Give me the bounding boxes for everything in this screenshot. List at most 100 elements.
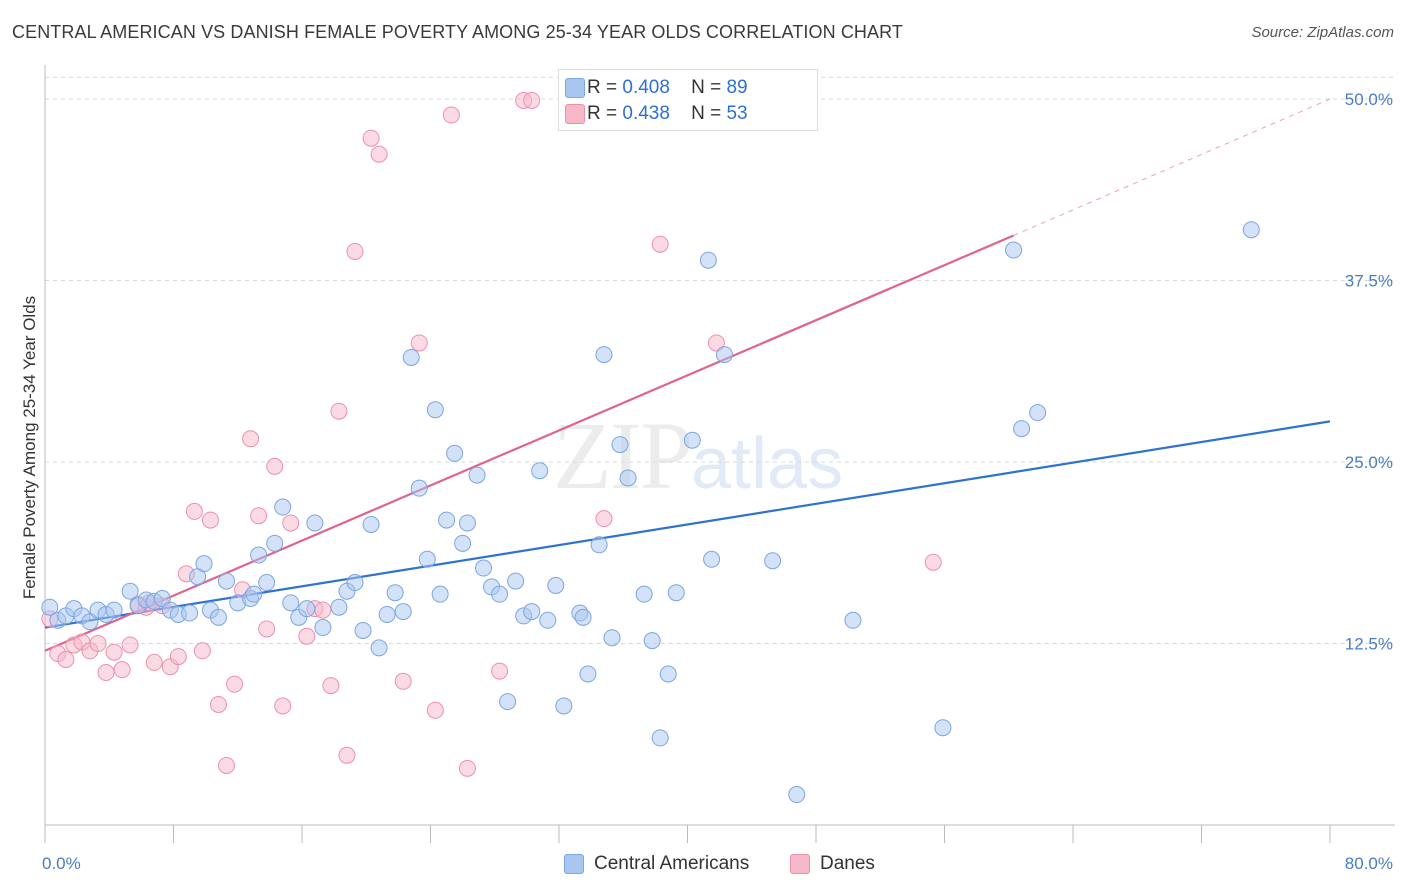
data-point-central-americans (306, 514, 324, 532)
data-point-central-americans (475, 559, 493, 577)
legend-n-value: 89 (726, 77, 748, 98)
data-point-central-americans (547, 576, 565, 594)
data-point-central-americans (418, 550, 436, 568)
data-point-central-americans (643, 632, 661, 650)
data-point-central-americans (703, 550, 721, 568)
bottom-legend-swatch-danes (790, 854, 810, 874)
data-point-danes (595, 510, 613, 528)
data-point-danes (426, 701, 444, 719)
legend-swatch-central-americans (565, 78, 585, 98)
legend-swatch-danes (565, 104, 585, 124)
y-tick-label: 37.5% (1345, 272, 1393, 291)
data-point-danes (394, 672, 412, 690)
legend-n-value: 53 (726, 103, 748, 124)
data-point-danes (346, 242, 364, 260)
data-point-central-americans (370, 639, 388, 657)
data-point-danes (458, 759, 476, 777)
data-point-central-americans (282, 594, 300, 612)
legend-r-label: R = (587, 103, 618, 124)
data-point-central-americans (619, 469, 637, 487)
data-point-central-americans (41, 598, 59, 616)
data-point-danes (169, 648, 187, 666)
data-point-danes (258, 620, 276, 638)
data-point-central-americans (667, 584, 685, 602)
data-point-danes (193, 642, 211, 660)
data-point-danes (105, 643, 123, 661)
data-point-danes (491, 662, 509, 680)
data-point-danes (242, 430, 260, 448)
data-point-danes (282, 514, 300, 532)
legend-row-central-americans: R = 0.408 N = 89 (565, 76, 748, 100)
data-point-central-americans (764, 552, 782, 570)
data-point-danes (266, 457, 284, 475)
data-point-central-americans (362, 515, 380, 533)
data-point-central-americans (1013, 420, 1031, 438)
data-point-central-americans (531, 462, 549, 480)
data-point-central-americans (603, 629, 621, 647)
data-point-danes (97, 664, 115, 682)
axis-layer (44, 65, 1395, 843)
x-tick-label: 0.0% (42, 854, 81, 873)
data-point-danes (322, 677, 340, 695)
data-point-central-americans (121, 582, 139, 600)
data-point-central-americans (209, 608, 227, 626)
data-point-danes (209, 695, 227, 713)
legend-r-value: 0.408 (622, 77, 670, 98)
data-point-danes (362, 129, 380, 147)
data-point-central-americans (699, 251, 717, 269)
data-point-central-americans (1242, 221, 1260, 239)
data-point-danes (185, 502, 203, 520)
data-point-central-americans (635, 585, 653, 603)
data-point-central-americans (426, 401, 444, 419)
data-point-central-americans (555, 697, 573, 715)
data-point-central-americans (386, 584, 404, 602)
label-layer: 12.5% 25.0% 37.5% 50.0% 0.0% 80.0% Female Pove… (20, 90, 1393, 873)
data-point-danes (121, 636, 139, 654)
data-point-danes (330, 402, 348, 420)
data-point-central-americans (105, 601, 123, 619)
data-point-danes (57, 650, 75, 668)
data-point-central-americans (611, 436, 629, 454)
data-point-danes (201, 511, 219, 529)
data-point-central-americans (844, 611, 862, 629)
data-point-danes (298, 627, 316, 645)
y-tick-label: 50.0% (1345, 90, 1393, 109)
legend-n-label: N = (691, 77, 722, 98)
data-point-central-americans (354, 621, 372, 639)
legend-n-label: N = (691, 103, 722, 124)
data-point-central-americans (458, 514, 476, 532)
bottom-legend-label-central-americans: Central Americans (594, 853, 750, 874)
data-point-central-americans (934, 719, 952, 737)
trend-line-danes-extension (1013, 98, 1331, 236)
bottom-legend-swatch-central-americans (564, 854, 584, 874)
data-point-danes (113, 661, 131, 679)
data-point-central-americans (250, 546, 268, 564)
legend-r-value: 0.438 (622, 103, 670, 124)
data-point-central-americans (579, 665, 597, 683)
data-point-central-americans (499, 693, 517, 711)
data-point-central-americans (258, 574, 276, 592)
watermark-atlas: atlas (691, 424, 844, 504)
data-point-central-americans (590, 536, 608, 554)
data-point-danes (338, 746, 356, 764)
watermark: ZIPatlas (553, 400, 843, 511)
y-tick-label: 12.5% (1345, 635, 1393, 654)
bottom-legend-label-danes: Danes (820, 853, 875, 874)
data-point-central-americans (330, 598, 348, 616)
data-point-danes (442, 106, 460, 124)
data-point-central-americans (651, 729, 669, 747)
data-point-central-americans (468, 466, 486, 484)
data-point-danes (250, 507, 268, 525)
source-label: Source: ZipAtlas.com (1251, 24, 1394, 41)
data-point-danes (218, 756, 236, 774)
data-point-central-americans (454, 534, 472, 552)
data-point-central-americans (431, 585, 449, 603)
watermark-zip: ZIP (553, 402, 693, 509)
data-point-central-americans (715, 346, 733, 364)
data-point-danes (651, 235, 669, 253)
data-point-central-americans (314, 619, 332, 637)
data-point-central-americans (523, 603, 541, 621)
data-point-central-americans (378, 605, 396, 623)
data-point-danes (370, 145, 388, 163)
